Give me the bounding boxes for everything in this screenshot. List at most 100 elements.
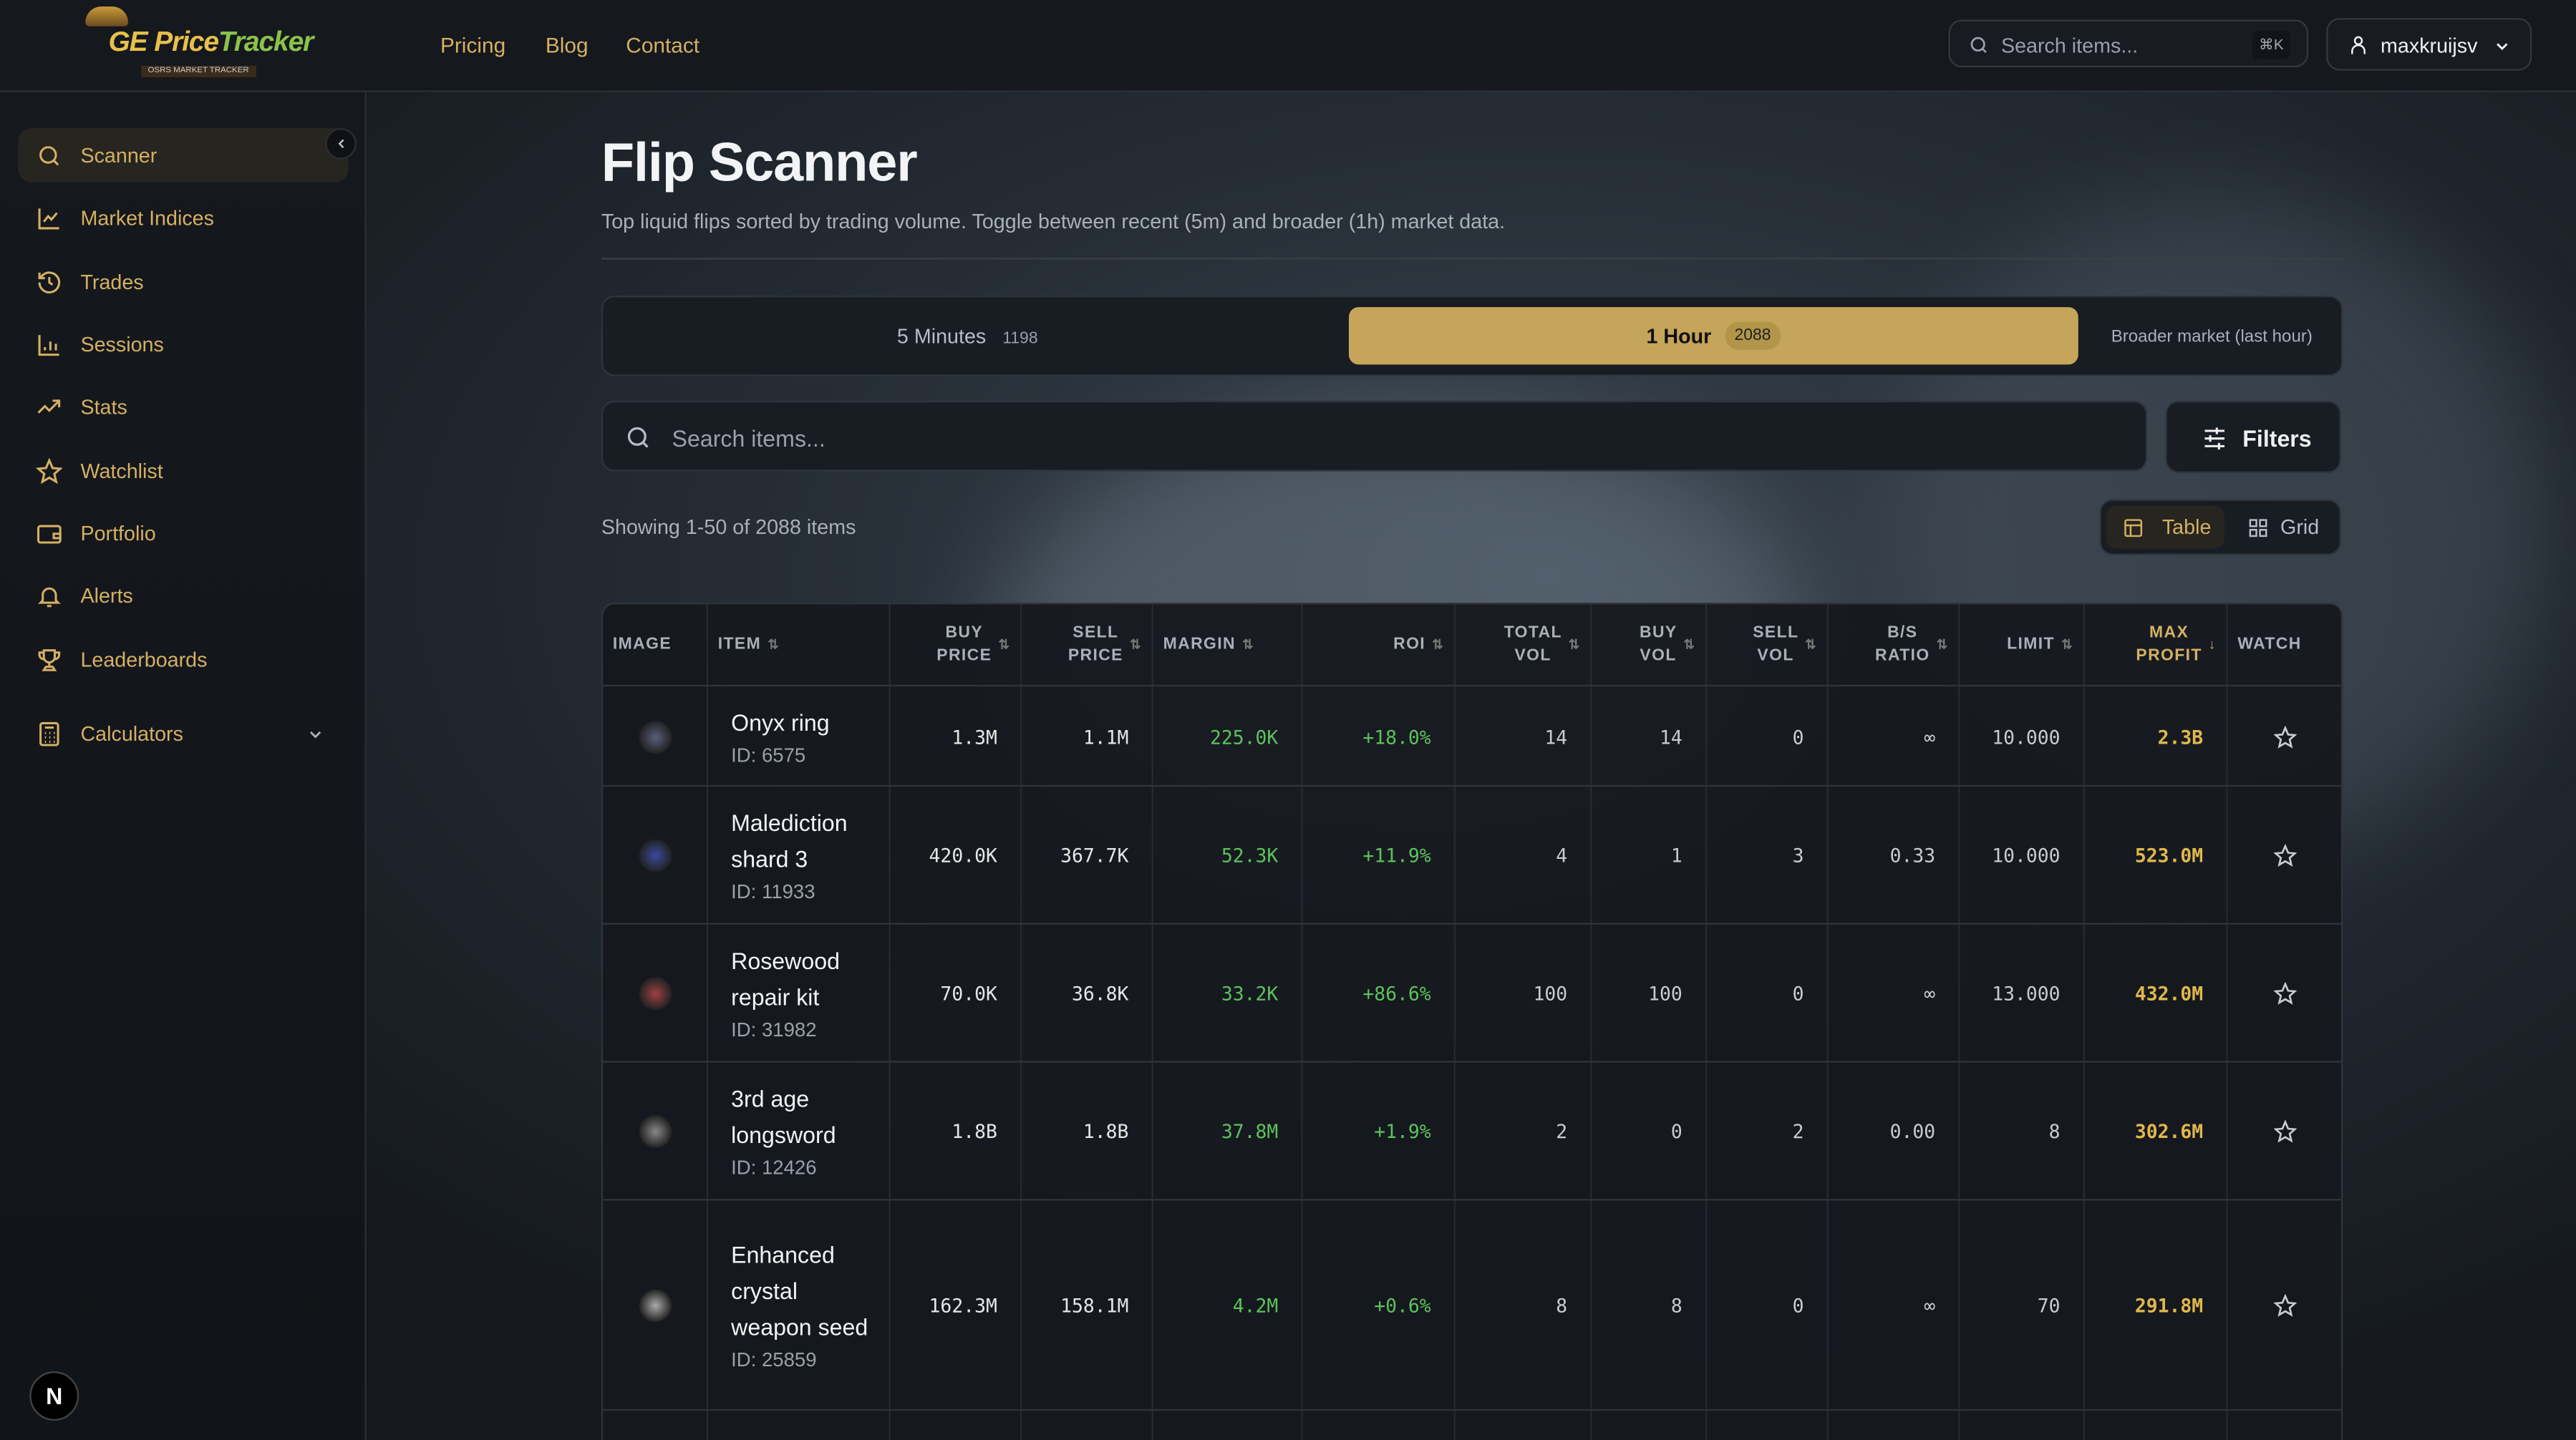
item-name[interactable]: Onyx ring	[731, 709, 830, 735]
dev-badge[interactable]: N	[29, 1371, 79, 1421]
table-row[interactable]: 3rd age longsword ID: 12426 1.8B 1.8B 37.8M +…	[603, 1062, 2341, 1201]
sidebar-item-portfolio[interactable]: Portfolio	[18, 506, 348, 560]
column-header-buy-vol[interactable]: BUY VOL ⇅	[1592, 604, 1708, 687]
sidebar-item-label: Calculators	[80, 722, 183, 746]
sidebar-item-alerts[interactable]: Alerts	[18, 568, 348, 623]
watch-button[interactable]	[2228, 925, 2341, 1063]
item-id: ID: 11933	[731, 880, 815, 904]
chevron-down-icon	[2497, 43, 2508, 51]
sidebar-item-sessions[interactable]: Sessions	[18, 317, 348, 371]
table-row[interactable]: Rosewood repair kit ID: 31982 70.0K 36.8K 33…	[603, 924, 2341, 1063]
column-header-item[interactable]: ITEM ⇅	[708, 604, 891, 687]
column-label: MARGIN	[1163, 636, 1236, 654]
nav-blog[interactable]: Blog	[545, 32, 589, 58]
item-name[interactable]: Enhanced crystal weapon seed	[731, 1241, 868, 1341]
collapse-sidebar-button[interactable]	[325, 127, 357, 160]
row-divider	[603, 1199, 2341, 1201]
watch-button[interactable]	[2228, 1200, 2341, 1411]
timeframe-note: Broader market (last hour)	[2111, 326, 2313, 347]
cell-sellvol: 3	[1707, 787, 1829, 925]
watch-button[interactable]	[2228, 787, 2341, 925]
item-image	[603, 787, 709, 925]
sort-icon: ⇅	[1568, 637, 1581, 652]
table-row[interactable]: Enhanced crystal weapon seed ID: 25859 162…	[603, 1200, 2341, 1411]
cell-margin: 33.2K	[1153, 924, 1303, 1063]
tab-1-hour[interactable]: 1 Hour 2088	[1348, 307, 2078, 365]
column-label: IMAGE	[612, 636, 672, 654]
item-id: ID: 12426	[731, 1156, 817, 1179]
column-header-roi[interactable]: ROI ⇅	[1303, 604, 1456, 687]
cell-buyvol: 100	[1592, 924, 1708, 1063]
column-label: WATCH	[2237, 636, 2302, 654]
tab-5-minutes[interactable]: 5 Minutes 1198	[897, 325, 1038, 348]
star-icon	[36, 458, 63, 485]
column-header-b-s-ratio[interactable]: B/S RATIO ⇅	[1829, 604, 1960, 687]
filters-label: Filters	[2242, 425, 2312, 452]
table-row[interactable]	[603, 1411, 2341, 1440]
cell-profit: 302.6M	[2085, 1062, 2228, 1201]
tab-count: 1198	[1002, 330, 1038, 349]
column-header-total-vol[interactable]: TOTAL VOL ⇅	[1456, 604, 1592, 687]
sidebar-item-market-indices[interactable]: Market Indices	[18, 190, 348, 245]
sidebar-item-stats[interactable]: Stats	[18, 379, 348, 434]
watch-button[interactable]	[2228, 686, 2341, 787]
sidebar-item-watchlist[interactable]: Watchlist	[18, 444, 348, 498]
column-header-sell-price[interactable]: SELL PRICE ⇅	[1022, 604, 1153, 687]
item-search-input[interactable]: Search items...	[601, 400, 2148, 472]
table-cell	[1707, 1411, 1829, 1440]
divider	[601, 258, 2343, 260]
item-cell[interactable]: Onyx ring ID: 6575	[708, 686, 891, 787]
item-cell[interactable]: Enhanced crystal weapon seed ID: 25859	[708, 1200, 891, 1411]
view-table-button[interactable]: Table	[2106, 505, 2225, 549]
column-header-buy-price[interactable]: BUY PRICE ⇅	[891, 604, 1022, 687]
cell-profit: 291.8M	[2085, 1200, 2228, 1411]
sidebar-item-scanner[interactable]: Scanner	[18, 127, 349, 183]
item-icon	[638, 1115, 672, 1148]
filters-button[interactable]: Filters	[2165, 400, 2341, 473]
cell-sellvol: 2	[1707, 1062, 1829, 1201]
nav-contact[interactable]: Contact	[626, 32, 700, 58]
column-header-max-profit[interactable]: MAX PROFIT ↓	[2085, 604, 2228, 687]
logo[interactable]: GE PriceTracker OSRS MARKET TRACKER	[72, 4, 314, 86]
item-cell[interactable]: Rosewood repair kit ID: 31982	[708, 924, 891, 1063]
sidebar-item-label: Sessions	[80, 333, 164, 356]
cell-total: 8	[1456, 1200, 1592, 1411]
search-placeholder: Search items...	[672, 425, 825, 452]
flip-table: IMAGE ITEM ⇅ BUY PRICE ⇅ SELL PRICE ⇅ MARGIN ⇅ RO…	[601, 603, 2343, 1440]
item-name[interactable]: 3rd age longsword	[731, 1085, 836, 1148]
sidebar: Scanner Market Indices Trades Sessions Stats…	[0, 92, 367, 1440]
cell-ratio: ∞	[1829, 1200, 1960, 1411]
global-search-input[interactable]: Search items... ⌘K	[1948, 19, 2309, 68]
item-image	[603, 686, 709, 787]
item-cell[interactable]: Malediction shard 3 ID: 11933	[708, 787, 891, 925]
item-name[interactable]: Rosewood repair kit	[731, 948, 840, 1011]
star-icon	[2273, 1119, 2297, 1143]
user-menu-button[interactable]: maxkruijsv	[2326, 18, 2532, 71]
column-header-margin[interactable]: MARGIN ⇅	[1153, 604, 1303, 687]
sort-icon: ⇅	[1683, 637, 1696, 652]
view-grid-label: Grid	[2280, 515, 2320, 539]
table-row[interactable]: Malediction shard 3 ID: 11933 420.0K 367.7K…	[603, 787, 2341, 925]
cell-profit: 523.0M	[2085, 787, 2228, 925]
grid-icon	[2249, 519, 2267, 537]
top-bar: GE PriceTracker OSRS MARKET TRACKER Pric…	[0, 0, 2576, 92]
row-divider	[603, 923, 2341, 925]
results-count: Showing 1-50 of 2088 items	[601, 515, 856, 539]
table-row[interactable]: Onyx ring ID: 6575 1.3M 1.1M 225.0K +18.0% 14 1…	[603, 686, 2341, 787]
sidebar-item-leaderboards[interactable]: Leaderboards	[18, 632, 348, 686]
nav-pricing[interactable]: Pricing	[440, 32, 506, 58]
column-header-sell-vol[interactable]: SELL VOL ⇅	[1707, 604, 1829, 687]
item-name[interactable]: Malediction shard 3	[731, 809, 848, 872]
item-id: ID: 31982	[731, 1018, 817, 1041]
row-divider	[603, 684, 2341, 687]
sidebar-item-trades[interactable]: Trades	[18, 255, 348, 309]
search-icon	[1970, 37, 1987, 54]
sidebar-item-label: Trades	[80, 271, 144, 294]
row-divider	[603, 1409, 2341, 1411]
column-header-limit[interactable]: LIMIT ⇅	[1960, 604, 2085, 687]
column-label: SELL VOL	[1753, 623, 1799, 666]
watch-button[interactable]	[2228, 1063, 2341, 1201]
item-cell[interactable]: 3rd age longsword ID: 12426	[708, 1062, 891, 1201]
sidebar-item-calculators[interactable]: Calculators	[18, 706, 348, 761]
